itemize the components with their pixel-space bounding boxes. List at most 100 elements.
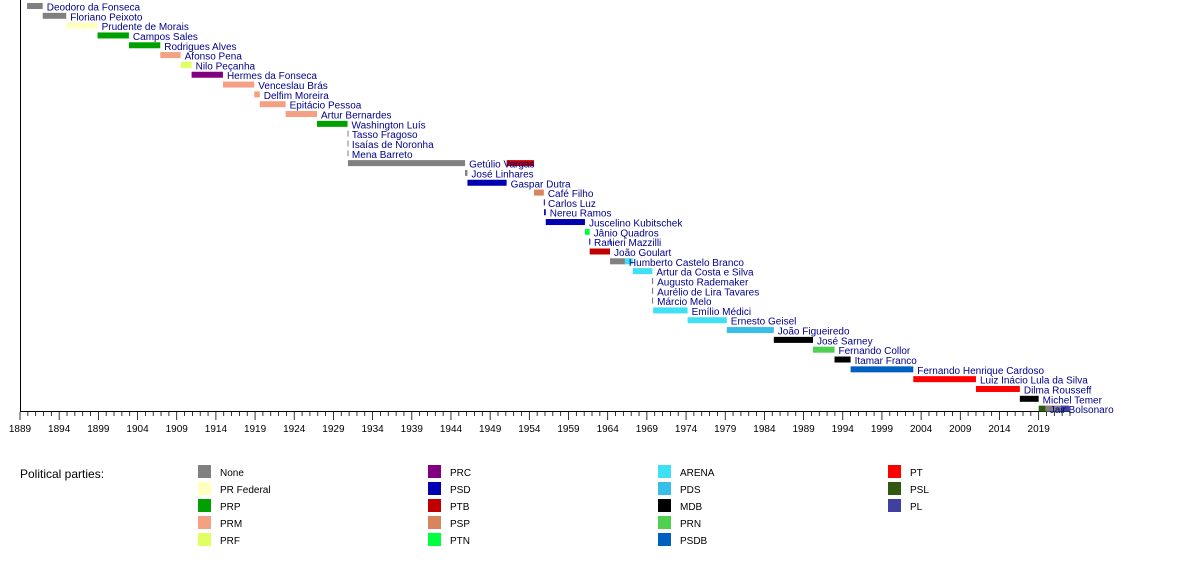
- legend-label: MDB: [680, 502, 703, 513]
- legend-label: PDS: [680, 485, 701, 496]
- x-tick-label: 1924: [283, 424, 306, 435]
- president-label: Carlos Luz: [548, 199, 596, 210]
- term-bar: [160, 52, 181, 59]
- legend-label: PSDB: [680, 536, 708, 547]
- legend: Political parties: None PR Federal PRP PRM P…: [20, 465, 929, 547]
- legend-swatch: [428, 482, 441, 495]
- term-bar: [913, 376, 976, 383]
- term-bar: [773, 336, 813, 343]
- term-bar: [285, 111, 317, 118]
- x-tick-label: 1914: [205, 424, 228, 435]
- president-label: João Figueiredo: [778, 327, 850, 338]
- x-tick-label: 1889: [9, 424, 32, 435]
- term-bar: [651, 297, 654, 304]
- term-bar: [589, 248, 611, 255]
- x-tick-label: 1979: [714, 424, 737, 435]
- term-bar: [975, 385, 1020, 392]
- legend-label: PRF: [220, 536, 240, 547]
- legend-swatch: [658, 465, 671, 478]
- president-label: Epitácio Pessoa: [290, 101, 362, 112]
- legend-swatch: [658, 499, 671, 512]
- x-tick-label: 1954: [518, 424, 541, 435]
- president-label: João Goulart: [614, 248, 671, 259]
- x-tick-label: 1959: [557, 424, 580, 435]
- term-bar: [534, 189, 544, 196]
- term-bar: [1045, 405, 1062, 412]
- legend-swatch: [198, 516, 211, 529]
- term-bar: [191, 71, 223, 78]
- president-label: Floriano Peixoto: [70, 12, 143, 23]
- president-label: Ernesto Geisel: [731, 317, 797, 328]
- term-bar: [254, 91, 260, 98]
- term-bar: [347, 160, 466, 167]
- x-axis-ticks: 1889 1894 1899 1904 1909 1914 1919 1924 1929 1934…: [9, 412, 1071, 435]
- legend-label: PTB: [450, 502, 470, 513]
- legend-title: Political parties:: [20, 467, 104, 481]
- term-bar: [66, 22, 98, 29]
- president-label: Jânio Quadros: [594, 228, 659, 239]
- president-label: Campos Sales: [133, 32, 198, 43]
- x-tick-label: 1944: [440, 424, 463, 435]
- president-label: Café Filho: [548, 189, 594, 200]
- term-bar: [624, 258, 633, 265]
- legend-label: PSP: [450, 519, 470, 530]
- legend-label: PRM: [220, 519, 242, 530]
- president-label: Aurélio de Lira Tavares: [657, 287, 759, 298]
- legend-swatch: [198, 465, 211, 478]
- legend-swatch: [658, 516, 671, 529]
- president-label: Ranieri Mazzilli: [594, 238, 661, 249]
- president-label: Gaspar Dutra: [511, 179, 571, 190]
- president-label: Getúlio Vargas: [469, 160, 534, 171]
- legend-label: ARENA: [680, 468, 715, 479]
- x-tick-label: 1989: [792, 424, 815, 435]
- x-tick-label: 1899: [87, 424, 110, 435]
- president-label: Luiz Inácio Lula da Silva: [980, 376, 1088, 387]
- president-label: Isaías de Noronha: [352, 140, 434, 151]
- president-label: Nereu Ramos: [550, 209, 612, 220]
- x-tick-label: 1909: [166, 424, 189, 435]
- x-tick-label: 1994: [832, 424, 855, 435]
- legend-label: PSD: [450, 485, 471, 496]
- president-label: Hermes da Fonseca: [227, 71, 317, 82]
- legend-swatch: [888, 465, 901, 478]
- president-label: Deodoro da Fonseca: [47, 3, 141, 14]
- president-label: José Linhares: [471, 169, 533, 180]
- president-label: Afonso Pena: [185, 52, 243, 63]
- legend-swatch: [428, 533, 441, 546]
- x-tick-label: 1974: [675, 424, 698, 435]
- legend-label: PT: [910, 468, 923, 479]
- president-label: Itamar Franco: [855, 356, 918, 367]
- x-tick-label: 2014: [988, 424, 1011, 435]
- legend-label: PRP: [220, 502, 241, 513]
- term-bar: [347, 150, 349, 157]
- president-label: Juscelino Kubitschek: [589, 219, 683, 230]
- legend-swatch: [428, 516, 441, 529]
- x-tick-label: 2019: [1028, 424, 1051, 435]
- x-tick-label: 1934: [361, 424, 384, 435]
- legend-label: PR Federal: [220, 485, 271, 496]
- term-bar: [584, 228, 590, 235]
- term-bar: [651, 277, 654, 284]
- president-label: Emílio Médici: [692, 307, 751, 318]
- president-label: Venceslau Brás: [258, 81, 328, 92]
- x-tick-label: 1999: [871, 424, 894, 435]
- president-label: Artur Bernardes: [321, 111, 392, 122]
- x-tick-label: 1984: [753, 424, 776, 435]
- term-bar: [259, 101, 286, 108]
- legend-swatch: [198, 533, 211, 546]
- president-label: Dilma Rousseff: [1024, 385, 1092, 396]
- term-bar: [610, 258, 625, 265]
- president-label: Fernando Henrique Cardoso: [917, 366, 1044, 377]
- legend-swatch: [198, 482, 211, 495]
- president-label: Mena Barreto: [352, 150, 413, 161]
- x-tick-label: 1964: [597, 424, 620, 435]
- president-label: Jair Bolsonaro: [1050, 405, 1114, 416]
- legend-swatch: [658, 482, 671, 495]
- term-bar: [834, 356, 851, 363]
- term-bar: [27, 3, 43, 9]
- legend-label: PTN: [450, 536, 470, 547]
- term-bar: [653, 307, 688, 314]
- term-bar: [544, 209, 546, 216]
